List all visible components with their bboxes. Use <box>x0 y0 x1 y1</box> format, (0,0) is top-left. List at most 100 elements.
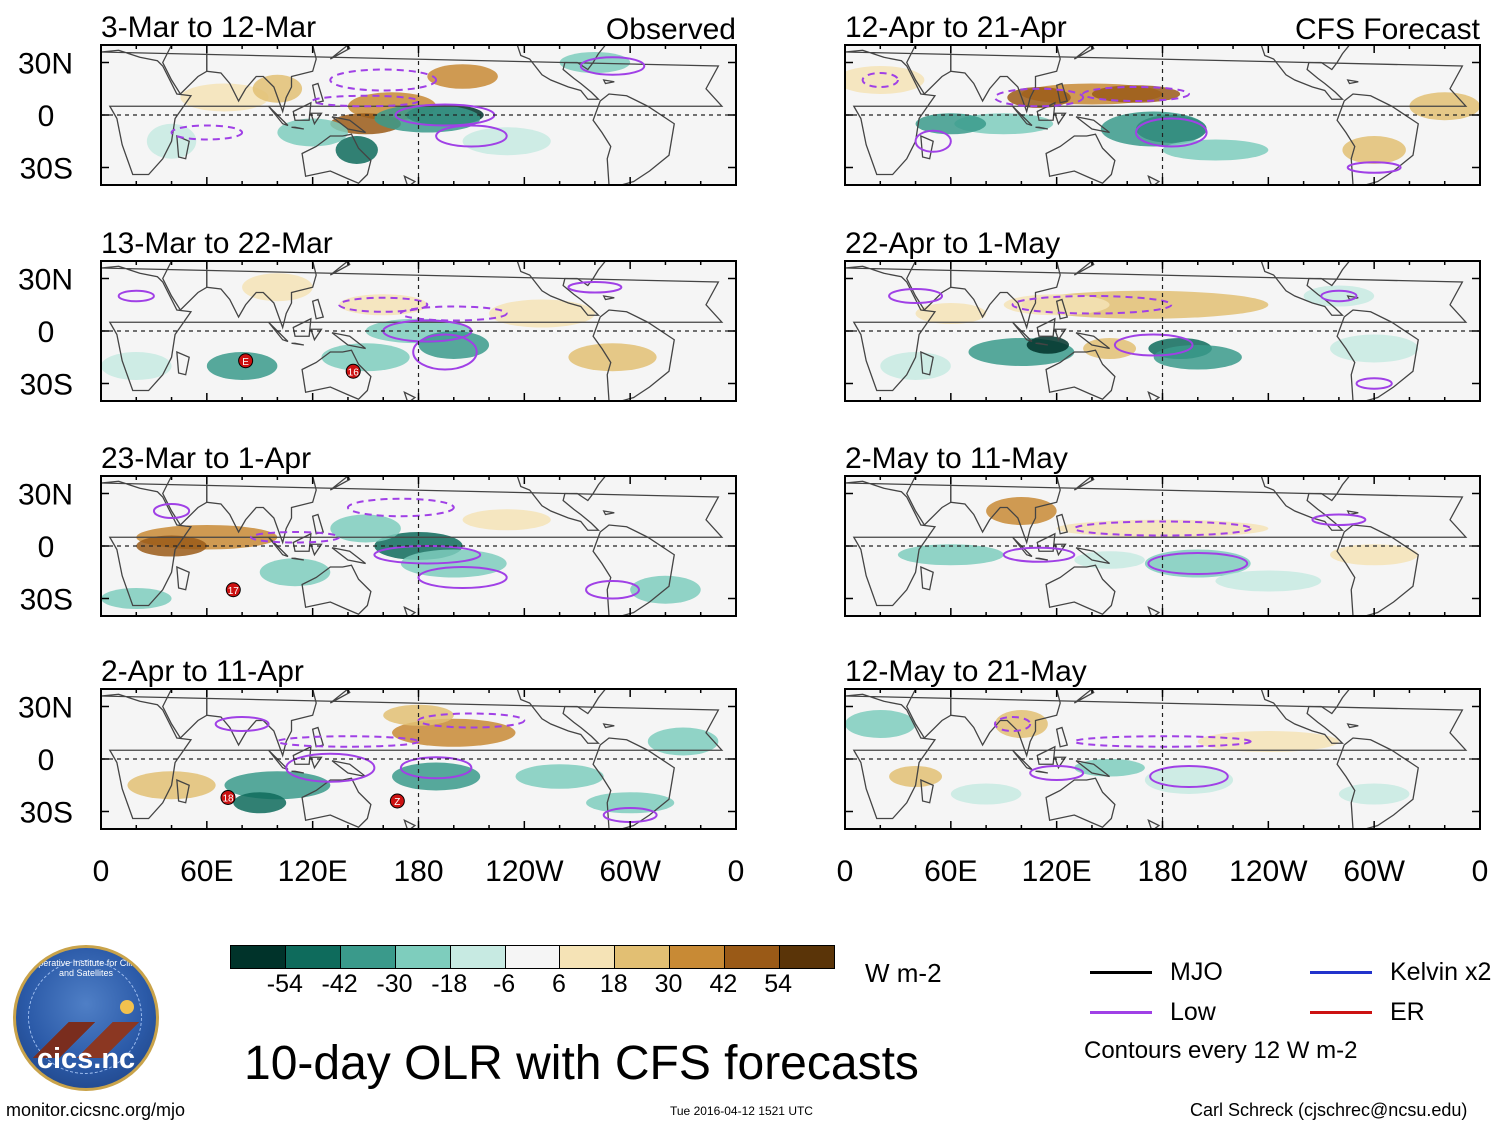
olr-anomaly-region <box>1100 111 1207 147</box>
coastline <box>268 321 289 343</box>
panel-title: 22-Apr to 1-May <box>845 227 1060 260</box>
map-panel: 12-Apr to 21-Apr CFS Forecast <box>503 11 1481 198</box>
coastline <box>1260 261 1351 316</box>
coastline <box>516 689 607 744</box>
olr-color-bar <box>230 945 835 969</box>
lat-label: 30S <box>20 584 73 617</box>
coastline <box>906 476 952 527</box>
coastline <box>206 45 317 114</box>
olr-anomaly-region <box>1338 783 1410 805</box>
coastline <box>1073 261 1095 276</box>
olr-anomaly-region <box>647 727 719 756</box>
olr-anomaly-region <box>845 710 916 738</box>
cyclone-marker-icon <box>238 353 254 369</box>
coastline <box>920 778 934 804</box>
coastline <box>1075 760 1110 778</box>
coastline <box>1073 689 1095 704</box>
coastline <box>1138 403 1152 414</box>
olr-anomaly-region <box>374 104 481 133</box>
coastline <box>1336 737 1419 829</box>
low-freq-contour <box>1082 86 1190 102</box>
coastline <box>101 693 724 820</box>
panel-title: 23-Mar to 1-Apr <box>101 442 311 475</box>
olr-anomaly-region <box>568 343 657 372</box>
color-bar-tick-label: 30 <box>654 970 683 998</box>
low-freq-contour <box>1320 289 1358 303</box>
key-kelvin-label: Kelvin x2 <box>1390 958 1492 986</box>
cyclone-marker-label: 16 <box>348 367 360 378</box>
key-kelvin: Kelvin x2 <box>1310 958 1491 987</box>
olr-anomaly-region <box>321 343 410 372</box>
color-bar-cell <box>505 946 561 968</box>
coastline <box>1045 349 1116 401</box>
map-panel: 22-Apr to 1-May <box>844 227 1481 414</box>
coastline <box>592 737 675 829</box>
olr-anomaly-region <box>1074 551 1145 569</box>
coastline <box>503 618 517 629</box>
sun-icon <box>120 1000 134 1014</box>
coastline <box>906 689 952 740</box>
olr-anomaly-region <box>1091 85 1181 103</box>
coastline <box>309 543 323 557</box>
color-bar-cell <box>670 946 726 968</box>
low-line-swatch <box>1090 1011 1152 1014</box>
coastline <box>331 547 366 565</box>
low-freq-contour <box>170 124 244 141</box>
lon-label: 180 <box>393 855 443 888</box>
coastline <box>301 133 372 185</box>
olr-anomaly-region <box>489 299 595 328</box>
olr-anomaly-region <box>242 273 313 302</box>
coastline <box>906 261 952 312</box>
coastline <box>1138 831 1152 842</box>
panel-title: 12-Apr to 21-Apr <box>845 11 1067 44</box>
color-bar-cell <box>340 946 396 968</box>
cyclone-marker-label: 17 <box>228 586 240 597</box>
color-bar-tick-label: 6 <box>551 970 566 998</box>
column-header: CFS Forecast <box>1295 13 1481 46</box>
low-freq-contour <box>412 333 478 371</box>
coastline <box>1045 564 1116 616</box>
color-bar-cell <box>615 946 671 968</box>
footer-website[interactable]: monitor.cicsnc.org/mjo <box>6 1100 186 1120</box>
map-panel: 18 Z 2-Apr to 11-Apr 30N 0 30S 0 60E 120E 180 120W… <box>18 655 744 888</box>
low-freq-contour <box>435 124 508 148</box>
lon-label: 180 <box>1137 855 1187 888</box>
low-freq-contour <box>417 566 508 589</box>
key-low: Low <box>1090 998 1216 1027</box>
cyclone-marker-label: Z <box>394 797 400 808</box>
low-freq-contour <box>1355 377 1393 390</box>
panel-title: 12-May to 21-May <box>845 655 1087 688</box>
coastline <box>1075 547 1110 565</box>
coastline <box>1336 93 1419 185</box>
coastline <box>1336 524 1419 616</box>
coastline <box>503 187 517 198</box>
olr-anomaly-region <box>950 783 1022 805</box>
low-freq-contour <box>1346 161 1402 174</box>
coastline <box>950 45 1061 114</box>
low-freq-contour <box>1311 513 1367 526</box>
coastline <box>162 261 208 312</box>
coastline <box>1053 328 1067 342</box>
low-freq-contour <box>399 305 508 322</box>
coastline <box>176 565 190 591</box>
coastline <box>1036 745 1056 765</box>
color-bar-cell <box>780 946 834 968</box>
coastline <box>309 112 323 126</box>
olr-anomaly-region <box>392 718 516 747</box>
color-bar-tick-label: 18 <box>599 970 628 998</box>
olr-anomaly-region <box>418 331 490 359</box>
lon-label: 60W <box>1343 855 1405 888</box>
column-header: Observed <box>606 13 736 46</box>
olr-anomaly-region <box>1056 519 1269 538</box>
olr-anomaly-region <box>845 66 925 94</box>
lon-label: 60E <box>924 855 977 888</box>
coastline <box>301 777 372 829</box>
coastline <box>516 476 607 531</box>
coastline <box>394 403 408 414</box>
footer-author: Carl Schreck (cjschrec@ncsu.edu) <box>1190 1100 1468 1120</box>
olr-anomaly-region <box>101 588 172 609</box>
color-bar-cell <box>231 946 286 968</box>
low-freq-contour <box>417 712 526 729</box>
low-freq-contour <box>1113 333 1194 357</box>
coastline <box>268 105 289 127</box>
